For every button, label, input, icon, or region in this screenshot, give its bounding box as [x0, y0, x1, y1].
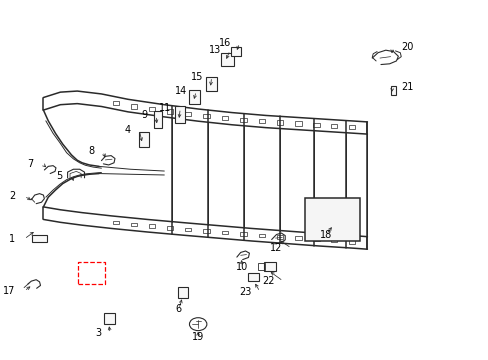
Text: 20: 20 [401, 42, 413, 52]
Bar [258, 119, 264, 123]
Text: 3: 3 [95, 328, 101, 338]
Bar [304, 198, 360, 241]
Bar [330, 239, 337, 243]
Bar [175, 106, 184, 123]
Bar [112, 221, 119, 224]
Text: 11: 11 [159, 103, 171, 113]
Text: 9: 9 [141, 111, 147, 121]
Bar [205, 77, 216, 91]
Bar [203, 229, 209, 233]
Bar [148, 107, 155, 111]
Bar [240, 232, 246, 236]
Text: 22: 22 [262, 276, 274, 286]
Bar [240, 117, 246, 122]
Bar [131, 104, 137, 109]
Text: 18: 18 [320, 230, 332, 239]
Bar [276, 235, 283, 239]
Text: 15: 15 [190, 72, 203, 82]
Bar [390, 86, 396, 95]
Bar [139, 132, 148, 147]
Bar [313, 123, 319, 127]
Bar [203, 114, 209, 118]
Text: 14: 14 [175, 86, 187, 96]
Text: 4: 4 [124, 125, 130, 135]
Bar [330, 124, 337, 128]
Bar [32, 234, 47, 242]
Text: 17: 17 [3, 286, 15, 296]
Text: 8: 8 [88, 146, 94, 156]
Bar [221, 53, 233, 66]
Bar [189, 90, 200, 104]
Bar [295, 121, 301, 126]
Bar [348, 240, 354, 244]
Bar [148, 224, 155, 228]
Bar [264, 262, 275, 271]
Text: 23: 23 [239, 287, 251, 297]
Bar [276, 120, 283, 125]
Bar [258, 234, 264, 237]
Bar [153, 111, 162, 129]
Bar [178, 287, 188, 298]
Text: 2: 2 [9, 191, 15, 201]
Bar [185, 228, 191, 231]
Text: 13: 13 [209, 45, 221, 55]
Text: 19: 19 [192, 332, 204, 342]
Text: 21: 21 [401, 82, 413, 92]
Bar [295, 237, 301, 240]
Text: 16: 16 [218, 38, 230, 48]
Text: 5: 5 [57, 171, 62, 181]
Bar [258, 263, 264, 270]
Bar [103, 313, 114, 324]
Text: 10: 10 [235, 262, 247, 272]
Bar [222, 116, 228, 120]
Bar [131, 222, 137, 226]
Text: 7: 7 [27, 159, 34, 169]
Bar [185, 112, 191, 116]
Bar [313, 238, 319, 241]
Text: 12: 12 [270, 243, 282, 253]
Bar [230, 47, 240, 56]
Text: 6: 6 [175, 304, 182, 314]
Bar [112, 101, 119, 105]
Bar [166, 109, 173, 114]
Bar [348, 125, 354, 129]
Bar [222, 231, 228, 234]
Bar [166, 226, 173, 230]
Bar [248, 273, 259, 281]
Text: 1: 1 [9, 234, 15, 244]
